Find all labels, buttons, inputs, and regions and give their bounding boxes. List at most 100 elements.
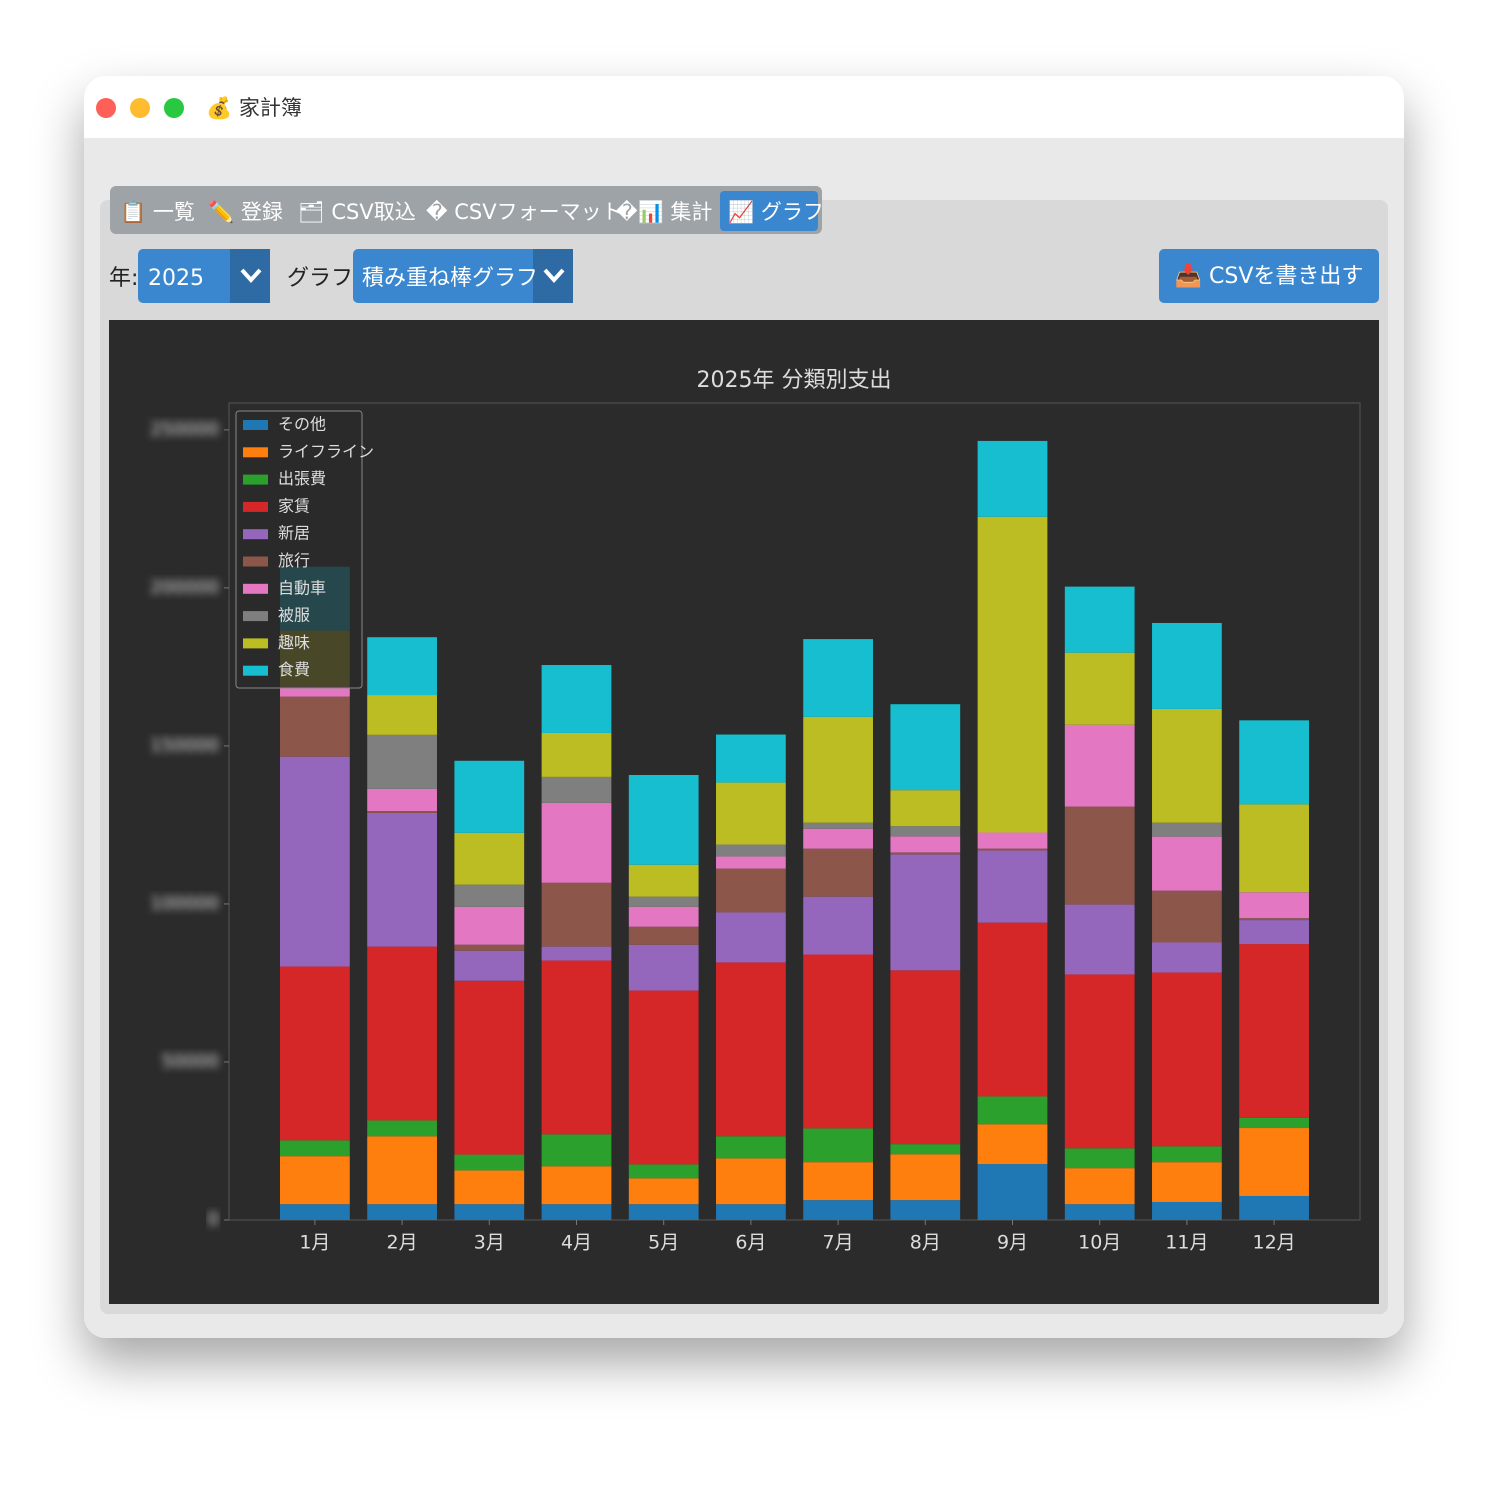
bar-segment <box>1152 942 1222 973</box>
legend-swatch <box>243 665 268 676</box>
bar-segment <box>977 850 1048 923</box>
bar-segment <box>716 844 786 857</box>
tab-label[interactable]: 📈 グラフ <box>728 199 824 224</box>
bar-segment <box>280 696 350 757</box>
y-tick-label: 200000 <box>150 577 219 598</box>
bar-segment <box>1152 822 1222 837</box>
bar-segment <box>367 946 437 1121</box>
bar-segment <box>280 1140 350 1157</box>
legend-swatch <box>243 638 268 649</box>
graph-select[interactable] <box>353 249 573 303</box>
year-value: 2025 <box>148 266 204 291</box>
bar-segment <box>1064 1148 1135 1169</box>
bar-segment <box>367 1120 437 1137</box>
bar-segment <box>977 848 1048 851</box>
bar-segment <box>280 1156 350 1205</box>
chevron <box>543 268 565 283</box>
bar-segment <box>803 1128 873 1163</box>
bar-segment <box>541 732 612 777</box>
bar-segment <box>890 852 961 855</box>
graph-label: グラフ: <box>287 266 360 291</box>
legend-swatch <box>243 529 268 540</box>
bar-segment <box>803 1162 873 1201</box>
tab-label[interactable]: 📋 一覧 <box>120 199 195 224</box>
legend-label: 食費 <box>278 660 310 679</box>
bar-segment <box>1152 1162 1222 1202</box>
bar-segment <box>1064 1168 1135 1205</box>
bar-segment <box>977 1164 1048 1220</box>
bar-segment <box>454 884 525 907</box>
legend-swatch <box>243 474 268 485</box>
bar-segment <box>1152 890 1222 943</box>
bar-segment <box>454 1154 525 1171</box>
bar-segment <box>1152 836 1222 891</box>
bar-segment <box>1239 720 1309 805</box>
bar-segment <box>454 760 525 833</box>
bar-segment <box>1239 920 1309 945</box>
tab-label[interactable]: �📊 集計 <box>616 199 712 224</box>
bar-segment <box>890 970 961 1145</box>
bar-segment <box>367 734 437 789</box>
bar-segment <box>716 782 786 845</box>
bar-segment <box>1239 892 1309 919</box>
legend-label: 被服 <box>278 606 310 625</box>
bar-segment <box>541 946 612 961</box>
bar-segment <box>803 848 873 897</box>
x-tick-label: 1月 <box>299 1232 330 1254</box>
bar-segment <box>541 882 612 947</box>
bar-segment <box>890 1154 961 1201</box>
legend-swatch <box>243 611 268 622</box>
bar-segment <box>367 812 437 947</box>
legend-label: 出張費 <box>278 469 326 488</box>
bar-segment <box>541 665 612 733</box>
legend-label: その他 <box>278 415 326 434</box>
tab-label[interactable]: 🗂 CSV取込 <box>298 200 416 224</box>
tab-label[interactable]: ✏️ 登録 <box>208 199 283 224</box>
y-tick-label: 100000 <box>150 893 219 914</box>
bar-segment <box>628 906 699 927</box>
title-bar <box>84 76 1404 138</box>
bar-segment <box>367 637 437 696</box>
minimize-button[interactable] <box>130 98 150 118</box>
bar-segment <box>1152 1146 1222 1163</box>
bar-segment <box>1239 944 1309 1118</box>
x-tick-label: 11月 <box>1165 1232 1208 1254</box>
legend-label: 自動車 <box>278 578 326 597</box>
tab-label[interactable]: � CSVフォーマット <box>426 199 623 224</box>
bar-segment <box>890 1200 961 1220</box>
bar-segment <box>628 944 699 991</box>
close-button[interactable] <box>96 98 116 118</box>
bar-segment <box>541 1166 612 1205</box>
plot-frame <box>228 402 1361 1221</box>
zoom-button[interactable] <box>164 98 184 118</box>
y-tick-label: 0 <box>208 1209 219 1230</box>
bar-segment <box>716 868 786 913</box>
bar-segment <box>541 776 612 803</box>
legend-swatch <box>243 447 268 458</box>
bar-segment <box>1064 652 1135 725</box>
legend-label: 趣味 <box>278 633 310 652</box>
bar-segment <box>977 832 1048 849</box>
bar-segment <box>1239 1195 1309 1220</box>
chevron <box>240 268 262 283</box>
bar-segment <box>803 716 873 823</box>
bar-segment <box>1239 1128 1309 1196</box>
bar-segment <box>1152 1201 1222 1220</box>
bar-segment <box>628 1204 699 1220</box>
bar-segment <box>803 828 873 849</box>
bar-segment <box>716 1136 786 1159</box>
bar-segment <box>541 802 612 883</box>
bar-segment <box>1152 622 1222 709</box>
bar-segment <box>367 1136 437 1205</box>
bar-segment <box>716 734 786 783</box>
legend-swatch <box>243 556 268 567</box>
bar-segment <box>454 1170 525 1205</box>
year-label: 年: <box>109 266 138 291</box>
bar-segment <box>454 944 525 951</box>
x-tick-label: 12月 <box>1253 1232 1296 1254</box>
bar-segment <box>454 950 525 981</box>
export-button[interactable] <box>1159 249 1379 303</box>
bar-segment <box>454 906 525 945</box>
